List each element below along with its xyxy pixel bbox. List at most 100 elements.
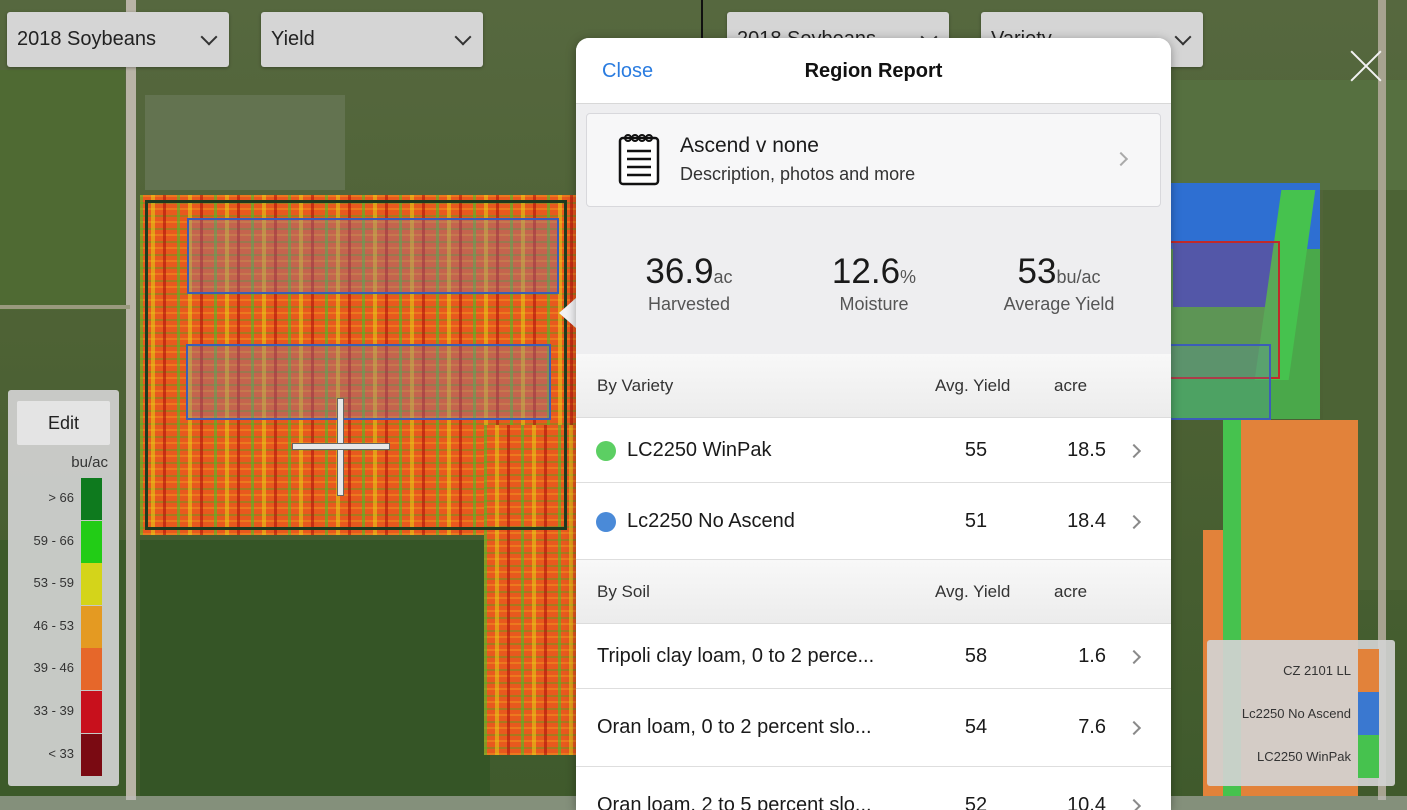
legend-item: LC2250 WinPak (1207, 735, 1395, 779)
stat-harvested: 36.9ac Harvested (594, 252, 784, 315)
row-acre: 18.5 (1067, 439, 1106, 461)
chevron-down-icon (1174, 28, 1192, 45)
by-soil-header: By Soil Avg. Yield acre (576, 560, 1171, 624)
card-title: Ascend v none (680, 134, 819, 157)
chevron-right-icon (1126, 798, 1142, 810)
row-name: Lc2250 No Ascend (627, 510, 795, 532)
stats-row: 36.9ac Harvested 12.6% Moisture 53bu/ac … (576, 218, 1171, 354)
legend-label: 53 - 59 (33, 575, 74, 591)
region-selection[interactable] (1158, 241, 1280, 379)
row-name: Tripoli clay loam, 0 to 2 perce... (597, 645, 875, 667)
by-variety-header: By Variety Avg. Yield acre (576, 354, 1171, 418)
farmland (0, 70, 125, 310)
legend-swatch (1358, 649, 1379, 692)
table-row[interactable]: Oran loam, 0 to 2 percent slo... 54 7.6 (576, 689, 1171, 767)
stat-unit: bu/ac (1056, 267, 1101, 287)
legend-unit: bu/ac (71, 454, 108, 471)
column-avg-yield: Avg. Yield (935, 376, 1011, 395)
legend-item: Lc2250 No Ascend (1207, 692, 1395, 736)
legend-swatch (1358, 692, 1379, 735)
chevron-down-icon (200, 28, 218, 45)
close-button[interactable]: Close (602, 60, 654, 82)
stat-average-yield: 53bu/ac Average Yield (964, 252, 1154, 315)
legend-label: 39 - 46 (33, 660, 74, 676)
legend-swatch (81, 520, 102, 563)
legend-item: 59 - 66 (8, 520, 119, 563)
row-avg-yield: 58 (964, 645, 988, 667)
legend-label: 46 - 53 (33, 617, 74, 633)
chevron-right-icon (1113, 151, 1129, 167)
road (0, 305, 130, 309)
row-acre: 10.4 (1067, 794, 1106, 810)
legend-item: 39 - 46 (8, 648, 119, 691)
left-layer-dropdown[interactable]: Yield (261, 12, 483, 67)
legend-swatch (81, 563, 102, 606)
row-avg-yield: 52 (964, 794, 988, 810)
region-notes-card[interactable]: Ascend v none Description, photos and mo… (586, 113, 1161, 207)
table-row[interactable]: Oran loam, 2 to 5 percent slo... 52 10.4 (576, 767, 1171, 810)
stat-unit: % (900, 267, 917, 287)
legend-item: > 66 (8, 478, 119, 520)
region-report-panel: Close Region Report Ascend v none Descri… (576, 38, 1171, 810)
legend-swatch (81, 478, 102, 520)
summary-area: Ascend v none Description, photos and mo… (576, 104, 1171, 354)
stat-unit: ac (713, 267, 733, 287)
legend-label: Lc2250 No Ascend (1241, 706, 1351, 721)
chevron-right-icon (1126, 720, 1142, 736)
row-avg-yield: 54 (964, 716, 988, 738)
variety-color-dot (596, 512, 616, 532)
legend-label: 33 - 39 (33, 703, 74, 718)
region-selection[interactable] (186, 344, 551, 420)
legend-swatch (81, 605, 102, 648)
legend-item: 46 - 53 (8, 605, 119, 648)
left-layer-value: Yield (271, 28, 315, 50)
edit-legend-button[interactable]: Edit (17, 401, 110, 445)
row-name: Oran loam, 0 to 2 percent slo... (597, 716, 872, 738)
legend-label: < 33 (48, 745, 74, 761)
row-acre: 18.4 (1067, 510, 1106, 532)
region-selection[interactable] (187, 218, 559, 294)
chevron-right-icon (1126, 649, 1142, 665)
chevron-down-icon (454, 28, 472, 45)
legend-swatch (81, 648, 102, 691)
stat-caption: Moisture (839, 294, 909, 314)
chevron-right-icon (1126, 514, 1142, 530)
notebook-icon (618, 134, 660, 186)
stat-value: 36.9 (645, 252, 714, 291)
region-selection[interactable] (1158, 344, 1271, 420)
close-icon[interactable] (1348, 48, 1384, 84)
stat-moisture: 12.6% Moisture (779, 252, 969, 315)
farmstead (145, 95, 345, 190)
yield-legend: Edit bu/ac > 66 59 - 66 53 - 59 46 - 53 39 -… (8, 390, 119, 786)
table-row[interactable]: LC2250 WinPak 55 18.5 (576, 418, 1171, 483)
variety-color-dot (596, 441, 616, 461)
crosshair-icon (292, 443, 390, 450)
stat-caption: Harvested (647, 294, 731, 314)
legend-label: LC2250 WinPak (1257, 749, 1351, 764)
legend-label: 59 - 66 (33, 532, 74, 548)
field-boundary (145, 200, 567, 530)
legend-item: CZ 2101 LL (1207, 649, 1395, 693)
left-crop-dropdown[interactable]: 2018 Soybeans (7, 12, 229, 67)
section-title: By Variety (597, 376, 674, 395)
yield-map[interactable] (0, 0, 702, 810)
section-title: By Soil (597, 582, 650, 601)
left-crop-value: 2018 Soybeans (17, 28, 157, 50)
stat-value: 53 (1017, 252, 1057, 291)
column-acre: acre (1054, 376, 1088, 395)
variety-zone (1173, 243, 1280, 307)
row-avg-yield: 51 (964, 510, 988, 532)
legend-item: < 33 (8, 733, 119, 776)
table-row[interactable]: Tripoli clay loam, 0 to 2 perce... 58 1.6 (576, 624, 1171, 689)
legend-item: 33 - 39 (8, 691, 119, 733)
page-title: Region Report (804, 60, 943, 82)
stat-caption: Average Yield (1003, 294, 1115, 314)
legend-label: > 66 (48, 490, 74, 505)
table-row[interactable]: Lc2250 No Ascend 51 18.4 (576, 483, 1171, 560)
row-acre: 7.6 (1078, 716, 1106, 738)
road (126, 0, 136, 800)
legend-item: 53 - 59 (8, 563, 119, 606)
road (1378, 0, 1386, 800)
popover-pointer (559, 298, 576, 328)
legend-swatch (81, 691, 102, 733)
